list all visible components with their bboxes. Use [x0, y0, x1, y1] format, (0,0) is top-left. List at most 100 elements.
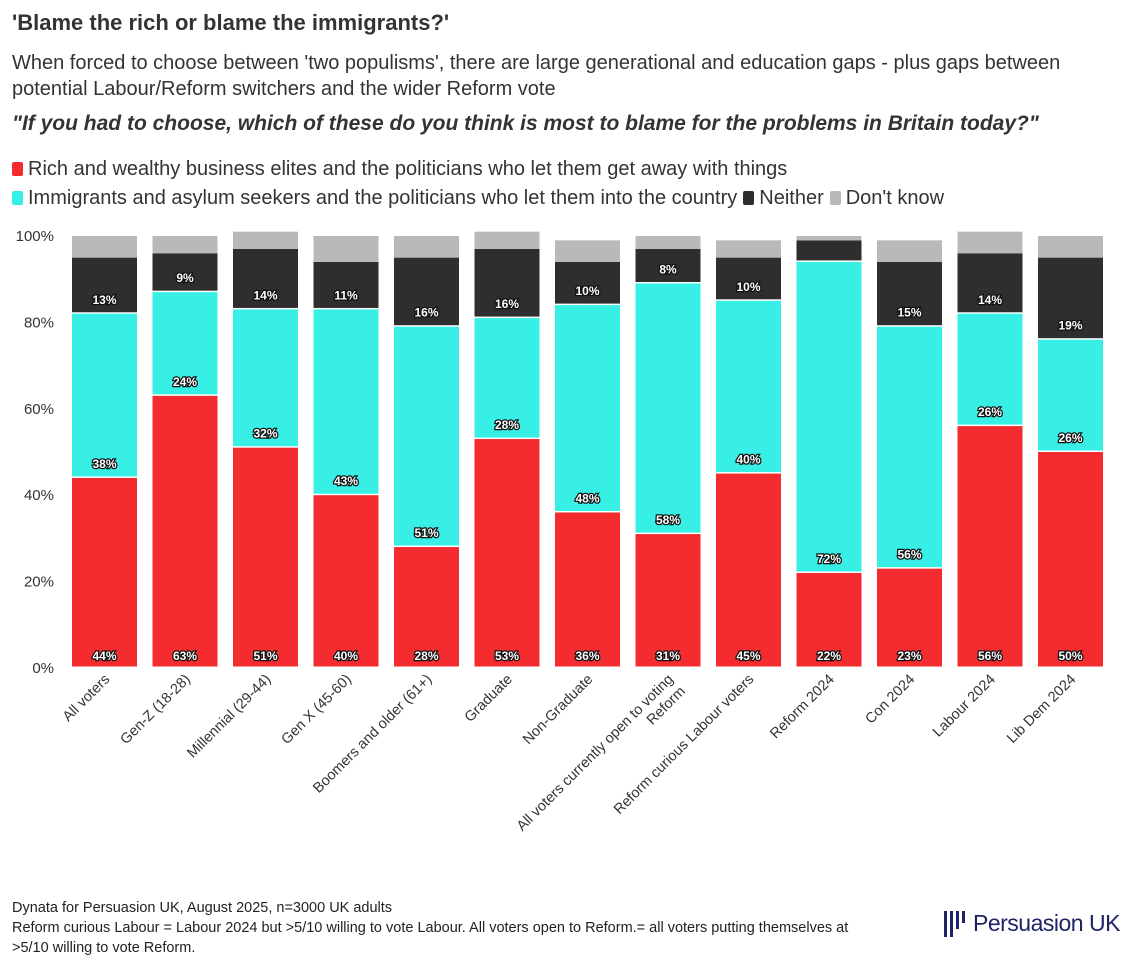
data-label: 8%	[659, 263, 677, 277]
legend-label: Don't know	[845, 187, 945, 209]
bar-segment	[877, 240, 942, 262]
legend-label: Rich and wealthy business elites and the…	[28, 158, 788, 180]
x-tick-line: All voters currently open to voting	[514, 672, 677, 835]
persuasion-uk-logo: Persuasion UK	[944, 910, 1120, 937]
x-tick-label: Con 2024	[863, 672, 919, 728]
x-tick-line: All voters	[60, 672, 113, 725]
bar-segment	[313, 261, 379, 308]
data-label: 26%	[978, 405, 1002, 419]
bar-segment	[474, 439, 540, 667]
x-tick-line: Non-Graduate	[520, 672, 596, 748]
legend-swatch	[12, 191, 23, 205]
bar-segment	[152, 292, 218, 395]
chart-title: 'Blame the rich or blame the immigrants?…	[12, 10, 450, 35]
bar-segment	[635, 248, 701, 283]
logo-text: Persuasion UK	[973, 910, 1120, 936]
y-tick-label: 40%	[24, 487, 54, 504]
legend-swatch	[829, 191, 841, 205]
legend-swatch	[12, 162, 23, 176]
bar-segment	[957, 253, 1023, 313]
bar-segment	[152, 395, 218, 667]
y-tick-label: 60%	[24, 401, 54, 418]
data-label: 45%	[736, 649, 760, 663]
bar-segment	[957, 313, 1023, 425]
data-label: 14%	[978, 293, 1002, 307]
y-tick-label: 20%	[24, 574, 54, 591]
bar-segment	[877, 261, 942, 326]
bar-segment	[716, 300, 781, 473]
bar-segment	[474, 248, 540, 317]
bar-segment	[716, 473, 781, 667]
data-label: 11%	[334, 288, 358, 302]
bar-segment	[555, 512, 620, 667]
bar-segment	[152, 253, 218, 291]
chart-subtitle: When forced to choose between 'two popul…	[12, 52, 1061, 100]
data-label: 28%	[414, 649, 438, 663]
data-label: 16%	[414, 306, 438, 320]
bar-segment	[555, 305, 620, 511]
data-label: 26%	[1058, 431, 1082, 445]
bar-segment	[233, 447, 298, 667]
x-tick-label: All voters	[60, 672, 113, 725]
data-label: 16%	[495, 297, 519, 311]
data-label: 9%	[176, 271, 194, 285]
footer-source: Dynata for Persuasion UK, August 2025, n…	[12, 900, 393, 916]
bar-segment	[555, 261, 620, 304]
bar-segment	[233, 231, 298, 249]
legend-item: Rich and wealthy business elites and the…	[12, 155, 787, 184]
x-tick-line: Labour 2024	[930, 672, 999, 741]
legend-swatch	[743, 191, 755, 205]
legend: Rich and wealthy business elites and the…	[12, 155, 1132, 213]
data-label: 10%	[575, 284, 599, 298]
legend-label: Immigrants and asylum seekers and the po…	[28, 187, 738, 209]
bar-segment	[72, 477, 137, 667]
bar-segment	[72, 313, 137, 477]
x-tick-label: Reform 2024	[767, 672, 838, 743]
bar-segment	[394, 326, 459, 546]
data-label: 14%	[253, 288, 277, 302]
x-tick-label: Lib Dem 2024	[1004, 672, 1079, 747]
bar-segment	[635, 236, 701, 249]
data-label: 43%	[334, 474, 358, 488]
data-label: 40%	[334, 649, 358, 663]
data-label: 19%	[1058, 319, 1082, 333]
bar-segment	[72, 257, 137, 313]
data-label: 51%	[414, 526, 438, 540]
bar-segment	[635, 283, 701, 533]
bar-segment	[313, 236, 379, 262]
bar-segment	[233, 309, 298, 447]
bar-segment	[957, 231, 1023, 254]
legend-item: Immigrants and asylum seekers and the po…	[12, 184, 737, 213]
bar-segment	[313, 495, 379, 667]
data-label: 53%	[495, 649, 519, 663]
y-tick-label: 0%	[32, 660, 54, 677]
x-tick-line: Millennial (29-44)	[184, 672, 274, 762]
x-tick-line: Reform 2024	[767, 672, 838, 743]
data-label: 31%	[656, 649, 680, 663]
y-tick-label: 80%	[24, 314, 54, 331]
x-tick-label: Gen-Z (18-28)	[118, 672, 194, 748]
data-label: 56%	[897, 548, 921, 562]
stacked-bar-chart: 0% 20% 40% 60% 80% 100% 44% 38% 13% All voters 63%…	[16, 228, 1103, 835]
footer: Dynata for Persuasion UK, August 2025, n…	[12, 898, 872, 958]
bar-segment	[716, 240, 781, 258]
bar-segment	[957, 426, 1023, 667]
data-label: 38%	[92, 457, 116, 471]
data-label: 10%	[736, 280, 760, 294]
data-label: 51%	[253, 649, 277, 663]
bar-segment	[152, 236, 218, 254]
footer-note: Reform curious Labour = Labour 2024 but …	[12, 920, 849, 956]
bar-segment	[474, 318, 540, 438]
x-tick-line: Gen-Z (18-28)	[118, 672, 194, 748]
data-label: 23%	[897, 649, 921, 663]
bar-segment	[796, 236, 862, 241]
bar-segment	[877, 568, 942, 667]
data-label: 48%	[575, 491, 599, 505]
legend-item: Don't know	[829, 184, 945, 213]
logo-bars-icon	[944, 910, 965, 937]
bar-segment	[233, 248, 298, 308]
data-label: 44%	[92, 649, 116, 663]
bar-segment	[72, 236, 137, 258]
legend-label: Neither	[759, 187, 824, 209]
